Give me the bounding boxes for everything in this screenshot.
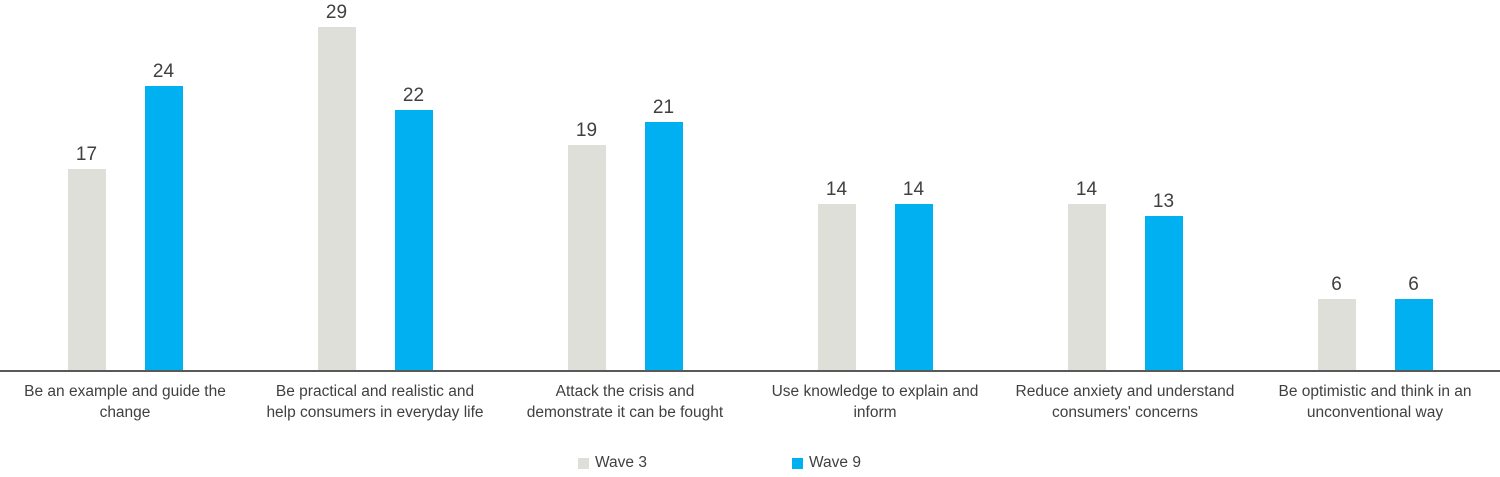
bar-wave9 <box>1394 299 1433 370</box>
value-label-wave3: 19 <box>575 120 598 142</box>
category-label: Be optimistic and think in an unconventi… <box>1250 381 1500 423</box>
bar-group: 19 21 <box>500 96 750 370</box>
category-label-line: change <box>99 404 151 421</box>
bar-wave3 <box>1317 299 1356 370</box>
bar-wrap: 6 <box>1317 274 1356 370</box>
bar-wave3 <box>67 168 106 370</box>
bar-group: 14 14 <box>750 180 1000 370</box>
category-label-line: consumers' concerns <box>1052 404 1198 421</box>
category-label-line: help consumers in everyday life <box>266 404 484 421</box>
category-label-line: inform <box>853 404 897 421</box>
legend-marker-wave3 <box>578 457 589 469</box>
bar-wave3 <box>317 27 356 370</box>
bar-wrap: 21 <box>644 96 683 370</box>
bar-wrap: 24 <box>144 61 183 370</box>
category-label: Reduce anxiety and understand consumers'… <box>1000 381 1250 423</box>
category-label-line: Be an example and guide the <box>24 383 226 400</box>
bar-wave9 <box>144 86 183 370</box>
category-label-line: Be optimistic and think in an <box>1278 383 1472 400</box>
category-label: Attack the crisis and demonstrate it can… <box>500 381 750 423</box>
category-label-line: Use knowledge to explain and <box>771 383 979 400</box>
bar-wave9 <box>894 204 933 370</box>
bar-group: 17 24 <box>0 62 250 370</box>
value-label-wave9: 21 <box>652 96 675 118</box>
category-label: Be an example and guide the change <box>0 381 250 423</box>
bar-wrap: 14 <box>1067 179 1106 370</box>
legend-label-wave3: Wave 3 <box>595 454 647 471</box>
legend-item-wave3: Wave 3 <box>578 454 647 472</box>
legend-marker-wave9 <box>792 457 803 469</box>
category-label: Be practical and realistic and help cons… <box>250 381 500 423</box>
bar-wrap: 6 <box>1394 274 1433 370</box>
bar-group: 6 6 <box>1250 275 1500 370</box>
bar-group: 29 22 <box>250 3 500 370</box>
value-label-wave3: 17 <box>75 143 98 165</box>
category-label-line: Reduce anxiety and understand <box>1015 383 1235 400</box>
bar-wave3 <box>567 145 606 370</box>
category-label-line: unconventional way <box>1306 404 1444 421</box>
bar-wrap: 14 <box>817 179 856 370</box>
value-label-wave3: 29 <box>325 2 348 23</box>
bar-wrap: 19 <box>567 120 606 370</box>
category-label-line: Attack the crisis and <box>555 383 695 400</box>
value-label-wave9: 6 <box>1408 274 1419 295</box>
value-label-wave9: 14 <box>902 179 925 201</box>
value-label-wave3: 6 <box>1331 274 1342 295</box>
category-label-line: Be practical and realistic and <box>275 383 475 400</box>
legend-label-wave9: Wave 9 <box>809 454 861 471</box>
bar-wave3 <box>817 204 856 370</box>
value-label-wave3: 14 <box>1075 179 1098 201</box>
bar-wrap: 29 <box>317 2 356 370</box>
bar-wrap: 14 <box>894 179 933 370</box>
bar-wave9 <box>644 121 683 370</box>
bar-wave9 <box>394 109 433 370</box>
bar-wrap: 13 <box>1144 191 1183 370</box>
bar-wave9 <box>1144 216 1183 370</box>
category-label-line: demonstrate it can be fought <box>526 404 724 421</box>
x-axis-line <box>0 370 1500 372</box>
value-label-wave3: 14 <box>825 179 848 201</box>
bar-wrap: 22 <box>394 84 433 370</box>
plot-area: 17 24 29 22 19 21 <box>0 3 1500 370</box>
value-label-wave9: 22 <box>402 84 425 106</box>
category-label: Use knowledge to explain and inform <box>750 381 1000 423</box>
bar-wave3 <box>1067 204 1106 370</box>
bar-wrap: 17 <box>67 143 106 370</box>
bar-group: 14 13 <box>1000 180 1250 370</box>
legend-item-wave9: Wave 9 <box>792 454 861 472</box>
value-label-wave9: 24 <box>152 61 175 83</box>
value-label-wave9: 13 <box>1152 191 1175 213</box>
